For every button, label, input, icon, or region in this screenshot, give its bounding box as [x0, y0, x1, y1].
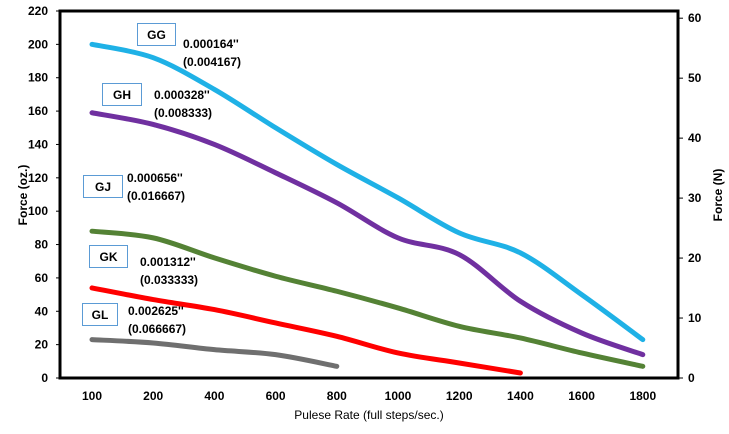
x-tick-label: 1400	[507, 389, 534, 403]
series-line-gl	[89, 337, 340, 369]
annotation-line1: 0.002625''	[128, 304, 184, 318]
x-tick-label: 100	[82, 389, 102, 403]
y2-tick-label: 20	[688, 251, 702, 265]
annotation-gj: 0.000656'' (0.016667)	[127, 169, 185, 205]
y-tick-label: 40	[35, 304, 49, 318]
y-tick-label: 80	[35, 238, 49, 252]
annotation-line2: (0.016667)	[127, 189, 186, 203]
annotation-label: GK	[99, 249, 118, 264]
y-tick-label: 120	[28, 171, 48, 185]
series-line-gg	[89, 41, 646, 343]
y2-tick-label: 60	[688, 11, 702, 25]
x-tick-label: 800	[327, 389, 347, 403]
y-tick-label: 60	[35, 271, 49, 285]
annotation-box-gk: GK	[89, 245, 128, 268]
x-tick-label: 1000	[385, 389, 412, 403]
annotation-label: GG	[147, 27, 166, 42]
y2-axis-label: Force (N)	[711, 169, 725, 222]
y-tick-label: 100	[28, 204, 48, 218]
series-line-gk	[89, 285, 523, 376]
annotation-gh: 0.000328'' (0.008333)	[154, 86, 212, 122]
x-tick-label: 1200	[446, 389, 473, 403]
y-axis-label: Force (oz.)	[16, 165, 30, 226]
y-tick-label: 160	[28, 104, 48, 118]
series-line-gj	[89, 228, 646, 369]
x-tick-label: 600	[266, 389, 286, 403]
x-axis-label: Pulese Rate (full steps/sec.)	[294, 408, 443, 422]
y2-tick-label: 10	[688, 311, 702, 325]
y-tick-label: 220	[28, 4, 48, 18]
x-tick-label: 1600	[568, 389, 595, 403]
y-tick-label: 180	[28, 71, 48, 85]
annotation-line2: (0.008333)	[154, 106, 213, 120]
annotation-box-gg: GG	[137, 23, 176, 46]
x-tick-label: 400	[204, 389, 224, 403]
y2-tick-label: 30	[688, 191, 702, 205]
annotation-line1: 0.000328''	[154, 88, 210, 102]
annotation-box-gl: GL	[82, 303, 118, 326]
y-tick-label: 200	[28, 37, 48, 51]
annotation-label: GL	[91, 307, 109, 322]
annotation-line1: 0.000164''	[183, 37, 239, 51]
x-tick-label: 200	[143, 389, 163, 403]
series-line-gh	[89, 110, 646, 358]
annotation-label: GH	[113, 87, 131, 102]
y2-tick-label: 50	[688, 71, 702, 85]
annotation-gg: 0.000164'' (0.004167)	[183, 35, 241, 71]
annotation-line1: 0.001312''	[140, 255, 196, 269]
y-tick-label: 20	[35, 338, 49, 352]
annotation-gk: 0.001312'' (0.033333)	[140, 253, 198, 289]
annotation-label: GJ	[94, 179, 111, 194]
y2-tick-label: 0	[688, 371, 695, 385]
annotation-line2: (0.004167)	[183, 55, 242, 69]
annotation-box-gh: GH	[102, 83, 142, 106]
annotation-line2: (0.033333)	[140, 273, 199, 287]
plot-frame	[58, 9, 680, 380]
annotation-line1: 0.000656''	[127, 171, 183, 185]
x-tick-label: 1800	[629, 389, 656, 403]
annotation-gl: 0.002625'' (0.066667)	[128, 302, 186, 338]
annotation-box-gj: GJ	[83, 175, 123, 198]
y-tick-label: 0	[41, 371, 48, 385]
annotation-line2: (0.066667)	[128, 322, 187, 336]
y2-tick-label: 40	[688, 131, 702, 145]
y-tick-label: 140	[28, 137, 48, 151]
